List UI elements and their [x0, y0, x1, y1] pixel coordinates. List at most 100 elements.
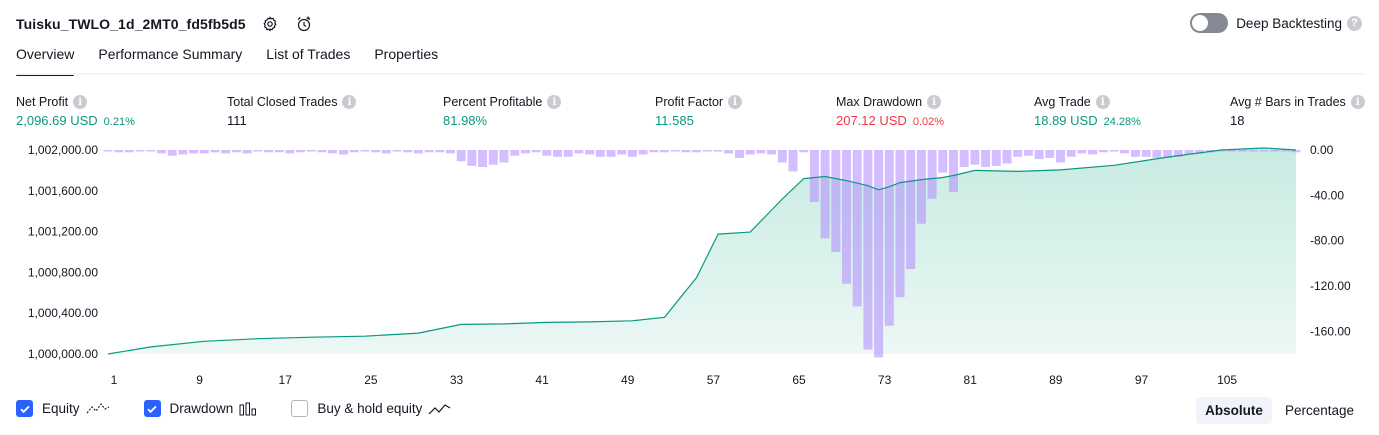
strategy-title: Tuisku_TWLO_1d_2MT0_fd5fb5d5	[16, 16, 246, 32]
drawdown-bar	[1120, 150, 1130, 154]
drawdown-bar	[1109, 150, 1119, 152]
info-icon[interactable]: i	[1095, 95, 1110, 109]
x-axis-tick-label: 17	[279, 373, 293, 387]
stat-value: 18	[1230, 113, 1245, 128]
info-icon[interactable]: i	[547, 95, 562, 109]
info-icon[interactable]: i	[1350, 95, 1365, 109]
drawdown-bar	[274, 150, 284, 153]
stat-percent: 0.02%	[912, 116, 945, 128]
drawdown-bar	[446, 150, 455, 154]
drawdown-bar	[627, 150, 637, 157]
info-icon[interactable]: i	[728, 95, 743, 109]
right-axis-tick-label: -160.00	[1310, 324, 1351, 338]
drawdown-bar	[360, 150, 370, 152]
drawdown-bar	[895, 150, 905, 298]
drawdown-checkbox[interactable]: Drawdown	[143, 400, 258, 417]
stat-value: 111	[227, 113, 247, 128]
toggle-knob	[1192, 15, 1209, 31]
checkbox-checked-icon[interactable]	[16, 400, 33, 417]
deep-backtesting-toggle[interactable]	[1190, 13, 1229, 33]
stat-total-closed-trades: Total Closed Trades i 111	[227, 94, 357, 128]
drawdown-bar	[467, 150, 477, 166]
stat-avg-trade: Avg Trade i 18.89 USD 24.28%	[1034, 94, 1141, 128]
info-icon[interactable]: i	[927, 95, 942, 109]
right-axis-tick-label: -80.00	[1310, 234, 1344, 248]
x-axis-tick-label: 1	[111, 373, 118, 387]
right-axis-tick-label: -120.00	[1310, 279, 1351, 293]
checkbox-unchecked-icon[interactable]	[291, 400, 309, 417]
drawdown-bar	[809, 150, 819, 203]
stat-label: Total Closed Trades	[227, 95, 338, 109]
tab-bar: Overview Performance Summary List of Tra…	[16, 46, 462, 76]
drawdown-bar	[328, 150, 338, 154]
drawdown-bar	[670, 150, 680, 152]
drawdown-bar	[788, 150, 798, 172]
tab-overview[interactable]: Overview	[16, 46, 75, 76]
drawdown-bar	[638, 150, 648, 155]
drawdown-bar	[735, 150, 744, 158]
checkbox-checked-icon[interactable]	[143, 400, 161, 417]
x-axis-tick-label: 89	[1049, 373, 1063, 387]
stat-value: 207.12 USD	[836, 113, 907, 128]
stat-label: Max Drawdown	[836, 95, 923, 109]
x-axis-tick-label: 97	[1135, 373, 1149, 387]
info-icon[interactable]: i	[73, 95, 88, 109]
stat-label: Net Profit	[16, 95, 69, 109]
drawdown-bar	[938, 150, 948, 173]
percentage-button[interactable]: Percentage	[1284, 403, 1354, 418]
tab-list-of-trades[interactable]: List of Trades	[266, 46, 351, 62]
drawdown-bar	[339, 150, 348, 155]
buy-hold-checkbox[interactable]: Buy & hold equity	[291, 400, 452, 417]
drawdown-bar	[1152, 150, 1162, 158]
stat-percent-profitable: Percent Profitable i 81.98%	[443, 94, 562, 128]
drawdown-bar	[745, 150, 755, 155]
settings-icon[interactable]	[260, 14, 280, 34]
drawdown-bar	[585, 150, 595, 155]
drawdown-bar	[842, 150, 851, 284]
drawdown-bar	[1023, 150, 1033, 156]
drawdown-bar	[1238, 150, 1247, 152]
drawdown-bar	[499, 150, 509, 163]
drawdown-bar	[1195, 150, 1205, 154]
drawdown-bar	[724, 150, 734, 154]
drawdown-bar	[959, 150, 969, 167]
right-axis-tick-label: 0.00	[1310, 143, 1334, 157]
drawdown-bar	[253, 150, 263, 152]
drawdown-bar	[852, 150, 862, 307]
equity-checkbox[interactable]: Equity	[16, 400, 110, 417]
drawdown-bar	[1045, 150, 1055, 158]
drawdown-bar	[884, 150, 894, 326]
help-icon[interactable]: ?	[1347, 15, 1362, 31]
drawdown-bar	[1291, 150, 1301, 153]
x-axis-tick-label: 33	[450, 373, 464, 387]
tab-properties[interactable]: Properties	[374, 46, 439, 62]
drawdown-bar	[264, 150, 273, 153]
stat-label: Percent Profitable	[443, 95, 543, 109]
stat-profit-factor: Profit Factor i 11.585	[655, 94, 743, 128]
drawdown-bar	[392, 150, 402, 152]
drawdown-bar	[242, 150, 252, 154]
drawdown-bar	[777, 150, 787, 163]
stat-label: Avg # Bars in Trades	[1230, 95, 1346, 109]
drawdown-bar	[178, 150, 188, 155]
drawdown-bar	[1216, 150, 1226, 152]
drawdown-bar	[478, 150, 488, 167]
tab-performance-summary[interactable]: Performance Summary	[98, 46, 243, 62]
drawdown-bars-icon	[239, 402, 257, 416]
drawdown-bar	[681, 150, 691, 153]
drawdown-bar	[949, 150, 958, 192]
right-axis-tick-label: -40.00	[1310, 188, 1344, 202]
drawdown-bar	[831, 150, 841, 252]
drawdown-bar	[692, 150, 702, 153]
info-icon[interactable]: i	[342, 95, 357, 109]
equity-drawdown-chart[interactable]: 1,002,000.00 1,001,600.00 1,001,200.00 1,00…	[0, 140, 1379, 390]
x-axis-tick-label: 65	[792, 373, 806, 387]
equity-line-icon	[86, 402, 110, 416]
drawdown-bar	[1077, 150, 1087, 154]
drawdown-bar	[991, 150, 1001, 166]
drawdown-bar	[114, 150, 124, 153]
alert-clock-icon[interactable]	[294, 14, 314, 34]
absolute-button[interactable]: Absolute	[1196, 397, 1272, 424]
left-axis-tick-label: 1,001,600.00	[28, 184, 98, 198]
drawdown-bar	[916, 150, 926, 224]
